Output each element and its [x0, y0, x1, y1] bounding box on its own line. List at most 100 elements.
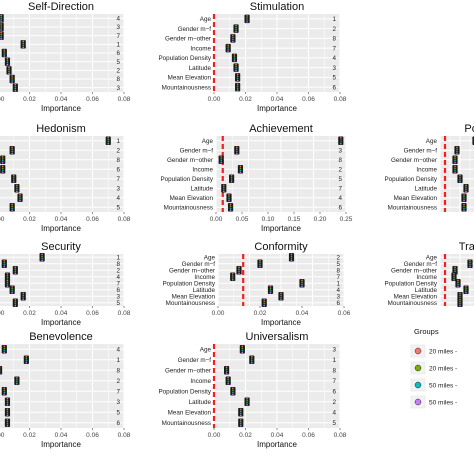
- data-point: [230, 272, 236, 281]
- rank-label: 8: [338, 157, 342, 164]
- rank-label: 6: [332, 84, 336, 91]
- rank-label: 5: [116, 204, 120, 211]
- data-point: [246, 401, 248, 404]
- data-point: [454, 155, 456, 158]
- data-point: [290, 259, 293, 262]
- data-point: [459, 304, 461, 307]
- data-point: [233, 60, 236, 62]
- x-tick-label: 0.02: [254, 310, 267, 317]
- data-point: [301, 281, 303, 284]
- data-point: [452, 155, 458, 164]
- data-point: [227, 48, 229, 50]
- data-point: [41, 255, 43, 258]
- rank-label: 1: [336, 280, 340, 287]
- data-point: [20, 40, 26, 49]
- x-axis-label: Importance: [261, 318, 302, 327]
- data-point: [11, 291, 13, 294]
- data-point: [3, 393, 6, 396]
- y-tick-label: Population Density: [158, 55, 211, 62]
- data-point: [241, 349, 244, 352]
- rank-label: 4: [336, 287, 340, 294]
- data-point: [232, 40, 234, 43]
- data-point: [454, 161, 456, 164]
- data-point: [221, 184, 227, 193]
- rank-label: 7: [332, 378, 336, 385]
- data-point: [11, 77, 13, 79]
- x-tick-label: 0.00: [0, 432, 5, 439]
- y-tick-label: Income: [194, 274, 215, 281]
- data-point: [14, 300, 17, 303]
- legend-dot: [414, 381, 422, 389]
- data-point: [457, 283, 459, 286]
- data-point: [459, 296, 461, 299]
- data-point: [0, 20, 2, 23]
- data-point: [340, 142, 342, 145]
- data-point: [278, 292, 284, 301]
- data-point: [227, 44, 229, 46]
- rank-label: 4: [338, 195, 342, 202]
- rank-label: 2: [116, 147, 120, 154]
- data-point: [9, 203, 15, 212]
- data-point: [11, 79, 13, 81]
- data-point: [25, 361, 28, 364]
- x-tick-label: 0.10: [262, 216, 275, 223]
- data-point: [6, 57, 9, 60]
- data-point: [233, 63, 239, 72]
- panel-title: Hedonism: [36, 123, 86, 135]
- data-point: [456, 146, 458, 149]
- data-point: [225, 368, 228, 371]
- data-point: [223, 190, 225, 193]
- data-point: [8, 66, 10, 69]
- data-point: [225, 376, 231, 385]
- rank-label: 6: [338, 204, 342, 211]
- legend-dot: [414, 364, 422, 372]
- data-point: [246, 15, 248, 17]
- data-point: [238, 418, 244, 427]
- data-point: [12, 176, 15, 179]
- x-axis-label: Importance: [41, 224, 82, 233]
- x-tick-label: 0.02: [23, 432, 36, 439]
- x-tick-label: 0.02: [239, 432, 252, 439]
- x-axis-label: Importance: [41, 104, 82, 113]
- data-point: [12, 266, 18, 275]
- data-point: [301, 279, 303, 282]
- data-point: [6, 274, 9, 277]
- y-tick-label: Age: [202, 138, 214, 145]
- panel-title: Stimulation: [250, 1, 304, 13]
- data-point: [11, 289, 13, 292]
- data-point: [454, 270, 456, 273]
- data-point: [0, 18, 2, 21]
- x-axis-label: Importance: [261, 224, 302, 233]
- data-point: [269, 291, 272, 294]
- data-point: [105, 136, 111, 145]
- data-point: [4, 397, 11, 406]
- data-point: [263, 300, 266, 303]
- panel-title: Security: [41, 241, 81, 253]
- x-tick-label: 0.04: [271, 96, 284, 103]
- x-tick-label: 0.08: [118, 310, 131, 317]
- data-point: [11, 203, 13, 206]
- y-tick-label: Age: [426, 254, 438, 261]
- data-point: [241, 351, 244, 354]
- rank-label: 2: [338, 166, 342, 173]
- data-point: [220, 155, 222, 158]
- data-point: [452, 165, 458, 174]
- data-point: [0, 33, 2, 36]
- data-point: [6, 285, 9, 288]
- data-point: [236, 146, 238, 149]
- data-point: [238, 270, 240, 273]
- data-point: [236, 83, 239, 85]
- data-point: [235, 28, 237, 31]
- data-point: [454, 157, 456, 160]
- y-tick-label: Population Density: [384, 280, 437, 287]
- data-point: [1, 345, 7, 354]
- data-point: [3, 53, 6, 55]
- data-point: [19, 193, 21, 196]
- data-point: [454, 268, 456, 271]
- y-tick-label: Age: [204, 254, 216, 261]
- data-point: [6, 414, 9, 417]
- panel-title: Universalism: [246, 331, 309, 343]
- data-point: [3, 389, 6, 392]
- data-point: [463, 195, 465, 198]
- rank-label: 3: [116, 185, 120, 192]
